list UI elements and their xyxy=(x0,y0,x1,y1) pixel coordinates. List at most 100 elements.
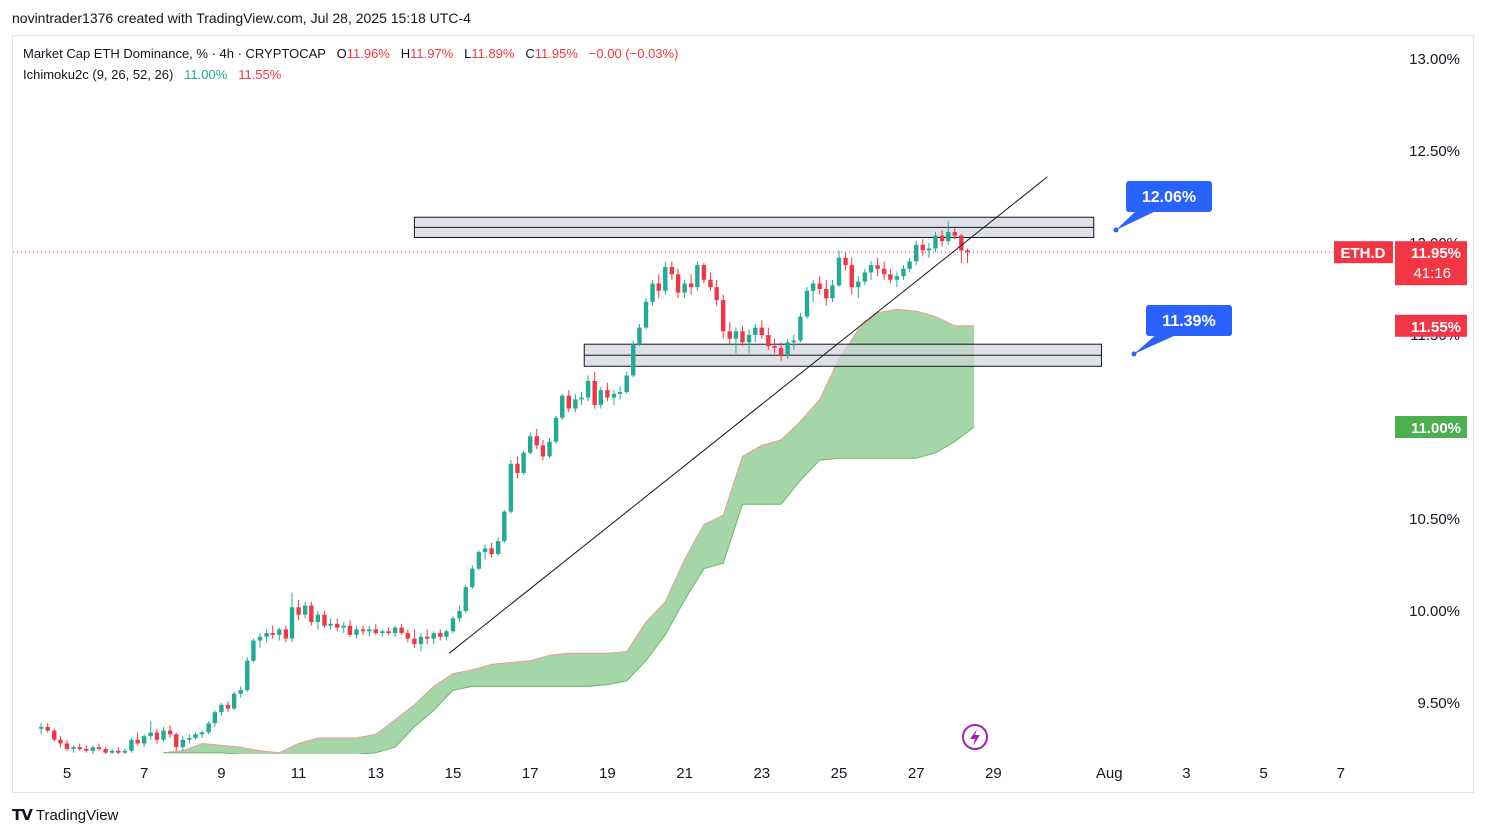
candle[interactable] xyxy=(714,287,719,301)
candle[interactable] xyxy=(856,281,861,288)
candle[interactable] xyxy=(52,730,57,740)
candle[interactable] xyxy=(142,736,147,744)
candle[interactable] xyxy=(77,747,82,749)
candle[interactable] xyxy=(669,266,675,275)
callout-box[interactable] xyxy=(1126,181,1212,212)
candle[interactable] xyxy=(881,268,887,275)
candle[interactable] xyxy=(650,283,655,302)
candle[interactable] xyxy=(482,548,488,553)
candle[interactable] xyxy=(206,723,211,733)
candle[interactable] xyxy=(277,629,282,635)
candle[interactable] xyxy=(598,390,604,405)
candle[interactable] xyxy=(688,283,694,288)
candle[interactable] xyxy=(592,381,597,405)
candle[interactable] xyxy=(283,629,289,639)
candle[interactable] xyxy=(405,633,411,639)
candle[interactable] xyxy=(212,712,218,724)
candle[interactable] xyxy=(450,618,456,632)
candle[interactable] xyxy=(585,381,591,398)
candle[interactable] xyxy=(315,614,321,623)
candle[interactable] xyxy=(631,344,636,376)
candle[interactable] xyxy=(245,660,250,691)
candle[interactable] xyxy=(746,335,752,343)
candle[interactable] xyxy=(656,283,661,291)
candle[interactable] xyxy=(231,693,237,709)
candle[interactable] xyxy=(939,235,945,242)
candle[interactable] xyxy=(836,257,842,286)
candle[interactable] xyxy=(296,607,301,615)
candle[interactable] xyxy=(849,265,854,288)
candle[interactable] xyxy=(733,331,739,339)
candle[interactable] xyxy=(58,739,63,744)
candle[interactable] xyxy=(965,250,970,253)
candle[interactable] xyxy=(515,463,520,473)
candle[interactable] xyxy=(721,300,726,332)
candle[interactable] xyxy=(791,340,797,343)
candle[interactable] xyxy=(167,730,173,735)
candle[interactable] xyxy=(238,690,243,694)
candle[interactable] xyxy=(894,276,900,280)
candle[interactable] xyxy=(161,730,166,740)
candle[interactable] xyxy=(90,747,96,751)
candle[interactable] xyxy=(907,261,912,269)
candle[interactable] xyxy=(129,739,134,751)
candle[interactable] xyxy=(959,235,964,251)
candle[interactable] xyxy=(766,335,771,347)
candle[interactable] xyxy=(624,375,629,393)
candle[interactable] xyxy=(199,732,205,735)
candle[interactable] xyxy=(521,452,526,473)
candle[interactable] xyxy=(431,633,436,639)
candle[interactable] xyxy=(187,737,192,740)
candle[interactable] xyxy=(96,747,102,749)
candle[interactable] xyxy=(914,244,919,262)
candle[interactable] xyxy=(135,739,140,744)
candle[interactable] xyxy=(392,627,398,634)
candle[interactable] xyxy=(778,347,784,356)
candle[interactable] xyxy=(225,704,231,709)
candle[interactable] xyxy=(470,568,475,588)
candle[interactable] xyxy=(798,316,803,341)
candle[interactable] xyxy=(309,605,314,623)
candle[interactable] xyxy=(759,327,764,335)
candle[interactable] xyxy=(573,399,578,409)
candle[interactable] xyxy=(701,265,707,280)
candle[interactable] xyxy=(367,629,372,632)
candle[interactable] xyxy=(952,231,957,236)
tradingview-logo[interactable]: 𝗧𝗩 TradingView xyxy=(12,806,118,825)
candle[interactable] xyxy=(920,244,925,251)
candle[interactable] xyxy=(875,265,880,269)
candle[interactable] xyxy=(354,629,359,635)
candle[interactable] xyxy=(946,231,951,242)
candle[interactable] xyxy=(122,750,128,753)
candle[interactable] xyxy=(637,327,642,345)
candle[interactable] xyxy=(708,279,713,288)
candle[interactable] xyxy=(605,390,610,398)
candle[interactable] xyxy=(251,640,256,661)
candle[interactable] xyxy=(418,636,424,645)
candle[interactable] xyxy=(830,285,835,299)
candle[interactable] xyxy=(219,704,224,713)
indicator-title[interactable]: Ichimoku2c (9, 26, 52, 26) xyxy=(23,67,174,82)
candle[interactable] xyxy=(772,346,777,348)
candle[interactable] xyxy=(373,629,378,634)
symbol-title[interactable]: Market Cap ETH Dominance, % · 4h · CRYPT… xyxy=(23,46,326,61)
candle[interactable] xyxy=(180,739,185,748)
candle[interactable] xyxy=(341,625,346,628)
candle[interactable] xyxy=(302,605,308,615)
candle[interactable] xyxy=(926,248,932,251)
candle[interactable] xyxy=(862,272,868,282)
symbol-tag[interactable] xyxy=(1334,241,1393,264)
candle[interactable] xyxy=(347,625,353,635)
candle[interactable] xyxy=(824,289,829,299)
candle[interactable] xyxy=(528,436,533,453)
candle[interactable] xyxy=(322,614,327,626)
candle[interactable] xyxy=(817,283,822,289)
candle[interactable] xyxy=(740,331,745,343)
candle[interactable] xyxy=(264,633,269,637)
candle[interactable] xyxy=(611,393,617,398)
candle[interactable] xyxy=(476,552,482,569)
last-price-tag[interactable] xyxy=(1395,241,1467,286)
candle[interactable] xyxy=(64,743,70,749)
chart-frame[interactable] xyxy=(12,35,1474,793)
